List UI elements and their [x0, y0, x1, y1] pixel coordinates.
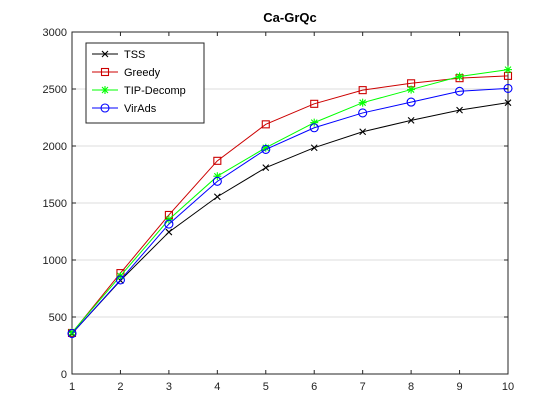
x-tick-label: 10 [502, 381, 514, 393]
x-tick-label: 1 [69, 381, 75, 393]
series-line-tss [72, 103, 508, 334]
x-tick-label: 5 [263, 381, 269, 393]
y-tick-label: 500 [49, 312, 67, 324]
data-point-tss [214, 194, 220, 200]
data-point-tip-decomp [504, 66, 512, 74]
x-tick-label: 2 [117, 381, 123, 393]
y-tick-label: 2000 [43, 141, 67, 153]
data-point-tip-decomp [359, 99, 367, 107]
data-point-tss [263, 165, 269, 171]
y-tick-label: 3000 [43, 27, 67, 39]
legend: TSS Greedy TIP-Decomp VirAds [86, 43, 204, 123]
data-point-tss [166, 229, 172, 235]
x-tick-label: 4 [214, 381, 220, 393]
y-tick-label: 1500 [43, 198, 67, 210]
x-tick-label: 9 [456, 381, 462, 393]
chart-title: Ca-GrQc [263, 10, 316, 25]
x-tick-label: 6 [311, 381, 317, 393]
data-point-tip-decomp [407, 86, 415, 94]
legend-label: Greedy [124, 67, 161, 79]
y-tick-label: 2500 [43, 84, 67, 96]
legend-label: VirAds [124, 103, 157, 115]
x-tick-label: 7 [360, 381, 366, 393]
data-point-tip-decomp [456, 72, 464, 80]
legend-label: TSS [124, 49, 145, 61]
y-tick-label: 0 [61, 369, 67, 381]
x-tick-label: 8 [408, 381, 414, 393]
legend-marker [101, 86, 109, 94]
y-tick-label: 1000 [43, 255, 67, 267]
series-line-virads [72, 88, 508, 333]
data-point-tip-decomp [165, 216, 173, 224]
legend-label: TIP-Decomp [124, 85, 186, 97]
x-tick-label: 3 [166, 381, 172, 393]
